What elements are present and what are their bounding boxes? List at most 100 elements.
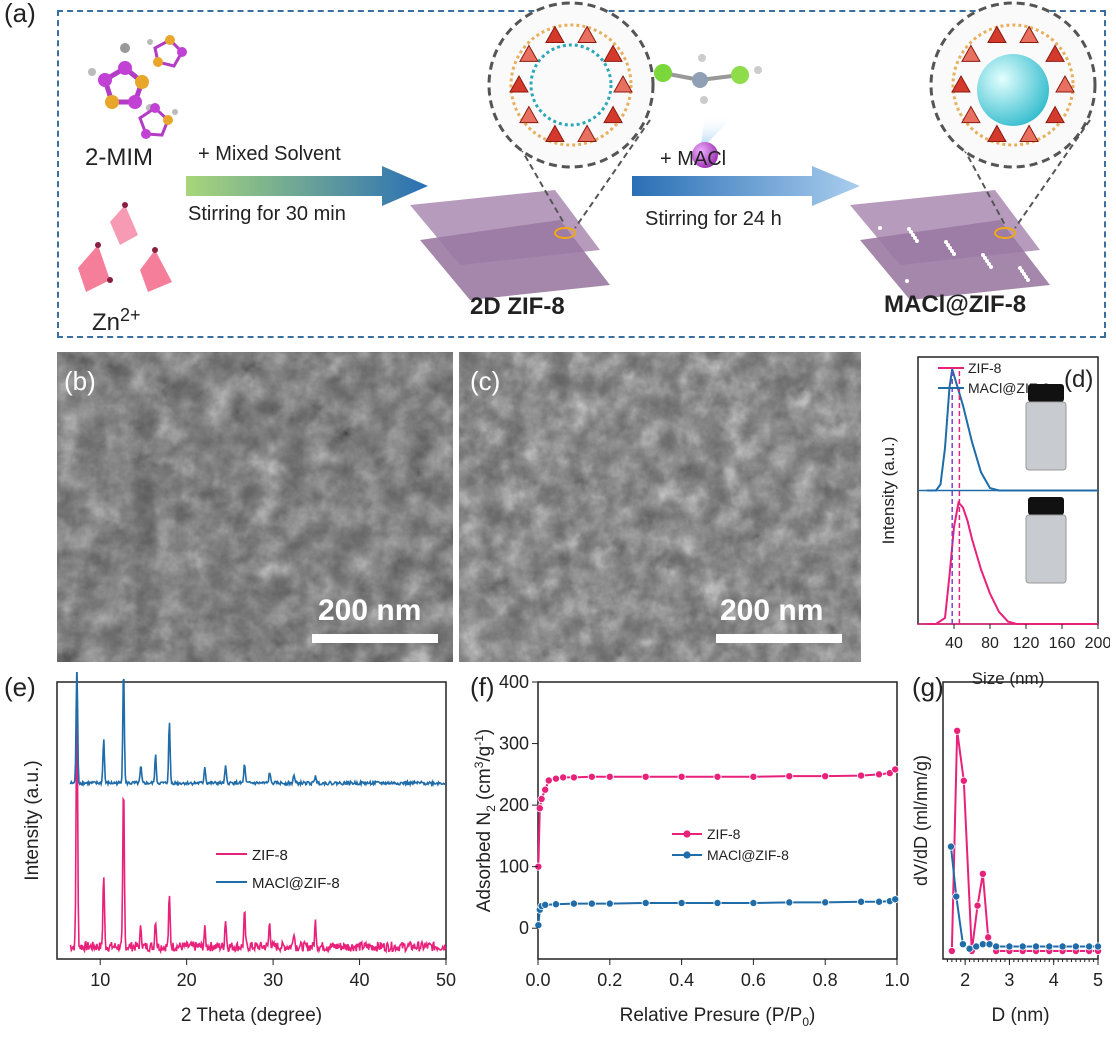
step1-condition: Stirring for 30 min bbox=[188, 203, 346, 225]
pore-dot bbox=[1026, 278, 1030, 282]
data-point bbox=[641, 772, 650, 781]
x-tick-label: 1.0 bbox=[884, 970, 909, 990]
data-point bbox=[713, 772, 722, 781]
y-axis-label: Intensity (a.u.) bbox=[879, 437, 898, 545]
legend-marker bbox=[683, 851, 691, 859]
legend-label: ZIF-8 bbox=[968, 360, 1002, 376]
x-tick-label: 200 bbox=[1085, 635, 1110, 652]
series-line-MACl@ZIF-8 bbox=[927, 368, 1098, 492]
sem-texture-c bbox=[459, 352, 861, 662]
x-tick-label: 30 bbox=[263, 970, 283, 990]
legend-label: ZIF-8 bbox=[252, 847, 288, 864]
data-point bbox=[857, 897, 866, 906]
data-point bbox=[953, 726, 962, 735]
mim-label: 2-MIM bbox=[85, 144, 153, 171]
data-point bbox=[551, 900, 560, 909]
data-point bbox=[947, 946, 956, 955]
pore-dot bbox=[985, 259, 989, 263]
plot-frame bbox=[537, 681, 898, 960]
x-tick-label: 4 bbox=[1049, 970, 1059, 990]
pore-dot bbox=[907, 227, 911, 231]
data-point bbox=[749, 772, 758, 781]
step2-condition: Stirring for 24 h bbox=[645, 208, 782, 230]
tetrahedron-icon bbox=[577, 25, 597, 44]
step2-reagent: + MACl bbox=[660, 148, 727, 170]
zif8-nanosheet-icon bbox=[410, 1, 655, 300]
legend-label: MACl@ZIF-8 bbox=[707, 847, 789, 863]
data-point bbox=[959, 776, 968, 785]
pore-dot bbox=[952, 252, 956, 256]
pore-dot bbox=[1018, 266, 1022, 270]
data-point bbox=[952, 892, 961, 901]
x-tick-label: 0.8 bbox=[813, 970, 838, 990]
pore-dot bbox=[1022, 272, 1026, 276]
x-tick-label: 10 bbox=[90, 970, 110, 990]
plot-frame bbox=[56, 681, 447, 960]
scale-bar-c bbox=[716, 634, 842, 643]
data-point bbox=[1071, 942, 1080, 951]
data-point bbox=[541, 900, 550, 909]
data-point bbox=[677, 772, 686, 781]
data-point bbox=[587, 772, 596, 781]
data-point bbox=[978, 869, 987, 878]
tetrahedron-icon bbox=[603, 44, 623, 62]
data-point bbox=[973, 901, 982, 910]
data-point bbox=[551, 774, 560, 783]
data-point bbox=[569, 773, 578, 782]
data-point bbox=[958, 940, 967, 949]
data-point bbox=[1093, 942, 1102, 951]
sem-image-c bbox=[459, 352, 861, 662]
zif8-framework-icon bbox=[509, 23, 633, 147]
x-tick-label: 40 bbox=[945, 635, 963, 652]
vial-body-icon bbox=[1025, 401, 1067, 471]
data-point bbox=[1045, 942, 1054, 951]
x-tick-label: 160 bbox=[1049, 635, 1076, 652]
tetrahedron-icon bbox=[519, 105, 539, 124]
data-point bbox=[641, 898, 650, 907]
data-point bbox=[972, 942, 981, 951]
zn-label-base: Zn bbox=[92, 309, 121, 336]
data-point bbox=[1005, 942, 1014, 951]
tetrahedron-icon bbox=[577, 124, 597, 142]
data-point bbox=[978, 940, 987, 949]
panel-label-g: (g) bbox=[912, 672, 944, 702]
data-point bbox=[541, 785, 550, 794]
data-point bbox=[984, 933, 993, 942]
pore-dot bbox=[948, 246, 952, 250]
y-tick-label: 100 bbox=[499, 857, 529, 877]
data-point bbox=[534, 921, 543, 930]
data-point bbox=[605, 899, 614, 908]
tetrahedron-icon bbox=[1019, 25, 1039, 44]
schematic-drawing bbox=[78, 1, 1097, 300]
vial-cap-icon bbox=[1028, 384, 1064, 402]
x-axis-label: D (nm) bbox=[991, 1005, 1049, 1026]
pore-dot bbox=[1024, 275, 1028, 279]
data-point bbox=[544, 776, 553, 785]
data-point bbox=[885, 769, 894, 778]
vial-body-icon bbox=[1025, 514, 1067, 584]
tetrahedron-icon bbox=[1045, 105, 1065, 124]
y-axis-label: Intensity (a.u.) bbox=[22, 760, 43, 880]
zn-label-charge: 2+ bbox=[120, 305, 141, 325]
legend-label: ZIF-8 bbox=[707, 826, 741, 842]
data-point bbox=[946, 842, 955, 851]
y-tick-label: 200 bbox=[499, 795, 529, 815]
pore-dot bbox=[983, 256, 987, 260]
x-axis-label: Size (nm) bbox=[972, 669, 1045, 688]
data-point bbox=[891, 895, 900, 904]
data-point bbox=[821, 772, 830, 781]
product2-label: MACl@ZIF-8 bbox=[884, 291, 1027, 318]
data-point bbox=[785, 898, 794, 907]
tetrahedron-icon bbox=[1019, 124, 1039, 142]
panel-label-e: (e) bbox=[4, 672, 36, 702]
pore-dot bbox=[909, 230, 913, 234]
tetrahedron-icon bbox=[1045, 44, 1065, 62]
data-point bbox=[875, 897, 884, 906]
x-tick-label: 0.0 bbox=[525, 970, 550, 990]
data-point bbox=[965, 944, 974, 953]
legend-marker bbox=[683, 830, 691, 838]
scale-bar-b bbox=[312, 634, 438, 643]
tetrahedron-icon bbox=[951, 74, 971, 93]
series-line-ZIF-8 bbox=[927, 500, 1098, 625]
x-tick-label: 3 bbox=[1004, 970, 1014, 990]
